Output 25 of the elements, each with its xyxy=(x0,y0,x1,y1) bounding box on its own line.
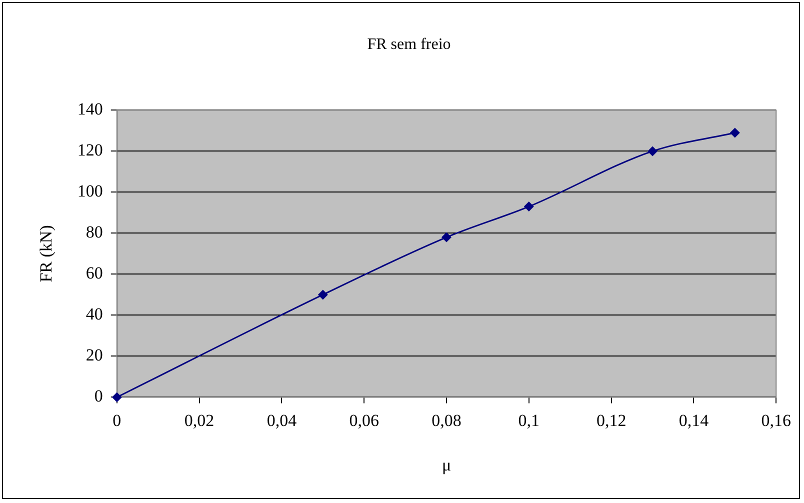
point xyxy=(730,128,740,138)
y-tick-label: 0 xyxy=(94,386,103,406)
y-tick-label: 140 xyxy=(77,100,103,119)
y-axis-title: FR (kN) xyxy=(36,225,56,282)
point xyxy=(318,290,328,300)
y-tick-label: 120 xyxy=(77,140,103,160)
x-tick-label: 0,14 xyxy=(678,410,710,430)
point xyxy=(524,202,534,212)
x-tick-label: 0,02 xyxy=(184,410,214,430)
x-tick-label: 0,06 xyxy=(349,410,379,430)
x-tick-label: 0,1 xyxy=(518,410,540,430)
x-tick-label: 0,16 xyxy=(761,410,791,430)
chart-title: FR sem freio xyxy=(367,36,451,53)
x-tick-label: 0,04 xyxy=(266,410,298,430)
point xyxy=(442,232,452,242)
x-tick-label: 0,12 xyxy=(596,410,626,430)
x-axis-title: μ xyxy=(442,455,452,474)
y-tick-label: 100 xyxy=(77,182,103,201)
x-tick-label: 0 xyxy=(112,410,122,430)
y-tick-label: 60 xyxy=(86,264,103,283)
point xyxy=(648,146,658,156)
y-tick-label: 40 xyxy=(86,304,103,324)
x-tick-label: 0,08 xyxy=(432,410,462,430)
y-tick-label: 80 xyxy=(86,222,103,242)
y-tick-label: 20 xyxy=(86,346,103,365)
